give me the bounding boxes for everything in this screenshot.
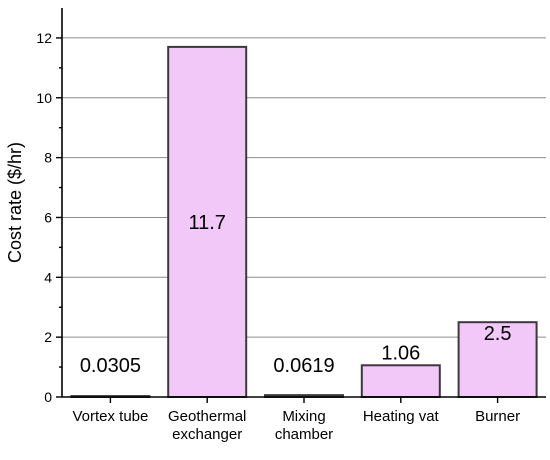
y-axis-title: Cost rate ($/hr) <box>5 142 25 263</box>
x-tick-label-line: exchanger <box>172 426 242 443</box>
x-tick-label: Geothermal exchanger <box>168 408 246 443</box>
y-tick-label: 10 <box>36 90 52 106</box>
data-label: 1.06 <box>381 342 420 364</box>
data-label: 0.0305 <box>80 355 141 377</box>
x-tick-label-line: Geothermal <box>168 408 246 425</box>
labels: 0 2 4 6 8 10 12 0.0305 Vortex tube 11.7 Geothermal… <box>5 30 520 443</box>
x-tick-label-line: Heating vat <box>363 408 440 425</box>
data-label: 0.0619 <box>273 355 334 377</box>
bar <box>360 364 441 398</box>
x-tick-label: Vortex tube <box>72 408 148 425</box>
y-tick-label: 6 <box>44 209 52 225</box>
x-tick-label: Burner <box>475 408 520 425</box>
gridlines <box>62 37 546 338</box>
data-label: 11.7 <box>188 212 225 234</box>
bar <box>457 321 538 399</box>
x-tick-label-line: Vortex tube <box>72 408 148 425</box>
y-tick-label: 12 <box>36 30 52 46</box>
y-tick-label: 4 <box>44 269 52 285</box>
axes <box>56 8 546 403</box>
x-tick-label-line: Burner <box>475 408 520 425</box>
x-tick-label-line: chamber <box>275 426 333 443</box>
x-tick-label: Heating vat <box>363 408 440 425</box>
x-tick-label: Mixing chamber <box>275 408 333 443</box>
y-tick-label: 0 <box>44 389 52 405</box>
bar <box>167 45 248 399</box>
y-tick-label: 2 <box>44 329 52 345</box>
y-tick-label: 8 <box>44 150 52 166</box>
bars <box>70 45 538 399</box>
data-label: 2.5 <box>484 323 512 345</box>
x-tick-label-line: Mixing <box>282 408 325 425</box>
